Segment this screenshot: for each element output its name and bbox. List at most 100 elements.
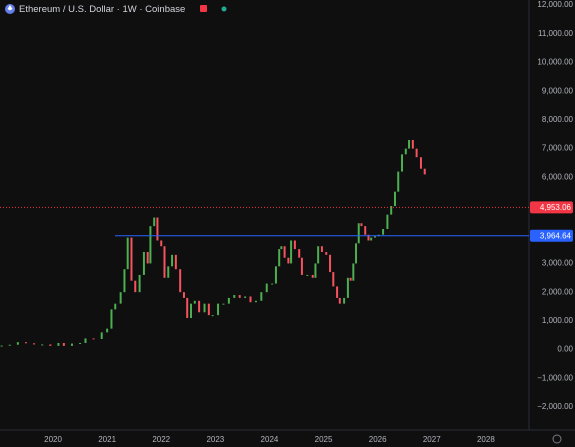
x-tick-label: 2021 <box>98 435 116 444</box>
candle-body <box>397 171 400 192</box>
candle-body <box>271 283 274 285</box>
candle-body <box>134 280 137 293</box>
x-tick-label: 2020 <box>44 435 62 444</box>
candle-body <box>110 309 113 329</box>
candle-body <box>24 342 27 344</box>
price-label: 3,964.64 <box>540 231 572 240</box>
candle-body <box>153 217 156 227</box>
x-tick-label: 2026 <box>369 435 387 444</box>
candle-body <box>217 303 220 316</box>
candle-body <box>293 240 296 250</box>
candle-body <box>349 277 352 281</box>
candle-body <box>415 148 418 158</box>
candle-body <box>227 297 230 304</box>
candle-body <box>355 243 358 264</box>
ethereum-glyph <box>7 5 13 11</box>
candle-body <box>274 266 277 284</box>
candle-body <box>386 214 389 229</box>
y-tick-label: −1,000.00 <box>537 373 573 382</box>
x-tick-label: 2023 <box>206 435 224 444</box>
candle-body <box>346 277 349 298</box>
candle-body <box>233 295 236 298</box>
candle-body <box>41 344 44 346</box>
settings-icon[interactable] <box>552 434 562 444</box>
candle-body <box>336 286 339 298</box>
candle-body <box>393 191 396 207</box>
price-label-box <box>530 201 573 214</box>
candle-body <box>338 297 341 304</box>
candle-body <box>244 296 247 298</box>
candle-body <box>370 237 373 241</box>
candle-body <box>100 332 103 339</box>
y-tick-label: 10,000.00 <box>537 58 573 67</box>
candle-body <box>332 272 335 287</box>
candle-body <box>179 269 182 293</box>
candle-body <box>174 254 177 270</box>
candle-body <box>249 296 252 303</box>
candle-body <box>167 266 170 278</box>
candle-body <box>320 246 323 252</box>
y-tick-label: 3,000.00 <box>542 259 574 268</box>
candle-body <box>160 240 163 247</box>
x-tick-label: 2028 <box>477 435 495 444</box>
candle-body <box>238 295 241 298</box>
candle-body <box>203 303 206 313</box>
candle-body <box>70 343 73 346</box>
candle-body <box>300 257 303 275</box>
candle-body <box>298 249 301 258</box>
candle-body <box>149 226 152 264</box>
candle-body <box>343 297 346 304</box>
flag-icon[interactable] <box>200 5 207 12</box>
candle-body <box>352 263 355 281</box>
candle-body <box>287 257 290 264</box>
candle-body <box>265 283 268 293</box>
candle-body <box>163 246 166 278</box>
candle-body <box>306 274 309 276</box>
candle-body <box>62 342 65 346</box>
candle-body <box>142 251 145 275</box>
candle-body <box>357 223 360 244</box>
candle-body <box>49 344 52 346</box>
candle-body <box>211 315 214 317</box>
candle-body <box>408 139 411 149</box>
candle-body <box>260 292 263 301</box>
candle-body <box>171 254 174 267</box>
y-tick-label: 9,000.00 <box>542 86 574 95</box>
y-tick-label: −2,000.00 <box>537 402 573 411</box>
candle-body <box>280 246 283 250</box>
candle-body <box>16 342 19 345</box>
candle-body <box>314 263 317 278</box>
candle-body <box>189 303 192 319</box>
candle-body <box>33 343 36 345</box>
candle-body <box>119 292 122 304</box>
candle-body <box>114 303 117 310</box>
y-tick-label: 0.00 <box>557 345 573 354</box>
x-tick-label: 2022 <box>152 435 170 444</box>
candle-body <box>290 240 293 264</box>
candle-body <box>254 300 257 303</box>
candle-body <box>329 254 332 273</box>
candle-body <box>126 237 129 270</box>
candle-body <box>382 228 385 235</box>
candle-body <box>207 303 210 316</box>
candle-body <box>156 217 159 241</box>
candle-body <box>123 269 126 293</box>
chart-title: Ethereum / U.S. Dollar · 1W · Coinbase <box>19 4 185 15</box>
candle-body <box>317 246 320 264</box>
candle-body <box>367 234 370 241</box>
candle-body <box>186 297 189 319</box>
x-tick-label: 2025 <box>315 435 333 444</box>
candle-body <box>8 344 11 346</box>
candle-body <box>401 154 404 172</box>
candle-body <box>419 157 422 169</box>
candle-body <box>404 148 407 155</box>
y-tick-label: 12,000.00 <box>537 0 573 9</box>
y-tick-label: 7,000.00 <box>542 144 574 153</box>
candle-body <box>364 226 367 235</box>
y-tick-label: 6,000.00 <box>542 172 574 181</box>
candle-body <box>92 338 95 340</box>
price-label-box <box>530 229 573 242</box>
market-status-dot <box>221 6 227 12</box>
candle-body <box>0 345 3 347</box>
